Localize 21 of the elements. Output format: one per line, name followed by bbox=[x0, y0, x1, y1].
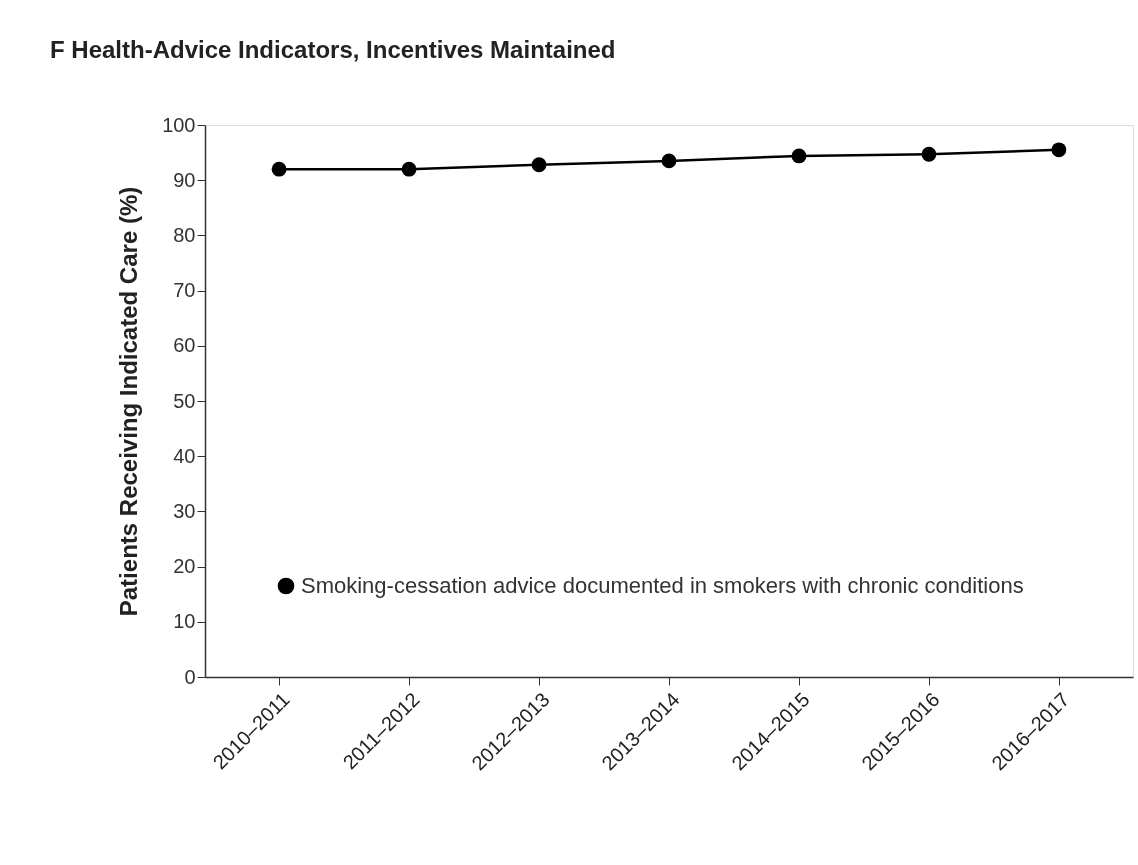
y-tick-label: 70 bbox=[173, 279, 196, 302]
y-tick-label: 10 bbox=[173, 610, 196, 633]
y-tick-label: 100 bbox=[162, 113, 196, 136]
point bbox=[401, 161, 417, 177]
point bbox=[531, 157, 547, 173]
point bbox=[271, 161, 287, 177]
y-tick-label: 50 bbox=[173, 389, 196, 412]
chart-title: F Health-Advice Indicators, Incentives Maintained bbox=[50, 36, 616, 63]
y-tick-label: 30 bbox=[173, 499, 196, 522]
legend-label: Smoking-cessation advice documented in smokers with chronic conditions bbox=[301, 573, 1024, 598]
y-tick-label: 80 bbox=[173, 223, 196, 246]
y-tick-label: 90 bbox=[173, 168, 196, 191]
point bbox=[791, 148, 807, 164]
y-tick-label: 40 bbox=[173, 444, 196, 467]
y-tick-label: 20 bbox=[173, 555, 196, 578]
y-tick-label: 60 bbox=[173, 334, 196, 357]
y-axis-title: Patients Receiving Indicated Care (%) bbox=[115, 186, 143, 617]
point bbox=[1051, 142, 1067, 158]
y-tick-label: 0 bbox=[184, 665, 196, 688]
point bbox=[661, 153, 677, 169]
point bbox=[921, 146, 937, 162]
